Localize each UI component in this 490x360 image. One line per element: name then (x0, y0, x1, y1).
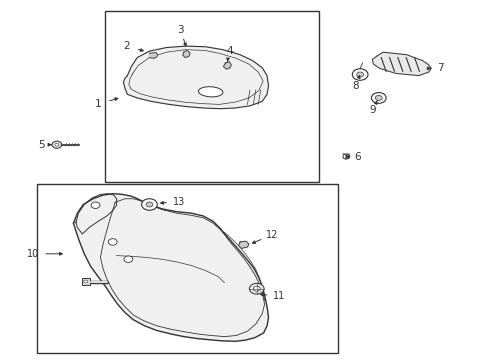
Text: 13: 13 (172, 197, 185, 207)
Circle shape (253, 286, 260, 291)
Text: 10: 10 (27, 249, 39, 259)
Circle shape (249, 283, 264, 294)
Polygon shape (74, 194, 269, 341)
Circle shape (375, 95, 382, 100)
Polygon shape (223, 62, 231, 69)
Circle shape (352, 69, 368, 80)
Polygon shape (343, 154, 350, 159)
Circle shape (108, 239, 117, 245)
Circle shape (91, 202, 100, 208)
Bar (105, 11, 318, 182)
Circle shape (84, 280, 88, 283)
Circle shape (142, 199, 157, 210)
Text: 5: 5 (38, 140, 45, 150)
Polygon shape (183, 50, 190, 58)
Text: 1: 1 (95, 99, 101, 109)
Polygon shape (149, 53, 158, 58)
Ellipse shape (198, 87, 223, 97)
Text: 4: 4 (226, 46, 233, 56)
Text: 8: 8 (352, 81, 359, 91)
Bar (37, 184, 338, 353)
Text: 6: 6 (354, 152, 361, 162)
Circle shape (357, 72, 364, 77)
Text: 2: 2 (123, 41, 130, 51)
Polygon shape (123, 46, 269, 109)
Text: 9: 9 (369, 105, 376, 115)
Circle shape (124, 256, 133, 262)
Circle shape (343, 154, 349, 159)
Polygon shape (372, 52, 431, 76)
Circle shape (52, 141, 62, 148)
Polygon shape (239, 241, 249, 248)
Text: 7: 7 (437, 63, 443, 73)
Text: 11: 11 (273, 291, 285, 301)
Text: 12: 12 (266, 230, 278, 240)
Circle shape (146, 202, 153, 207)
Circle shape (371, 93, 386, 103)
FancyBboxPatch shape (82, 278, 90, 285)
Text: 3: 3 (177, 24, 184, 35)
Circle shape (55, 143, 59, 146)
